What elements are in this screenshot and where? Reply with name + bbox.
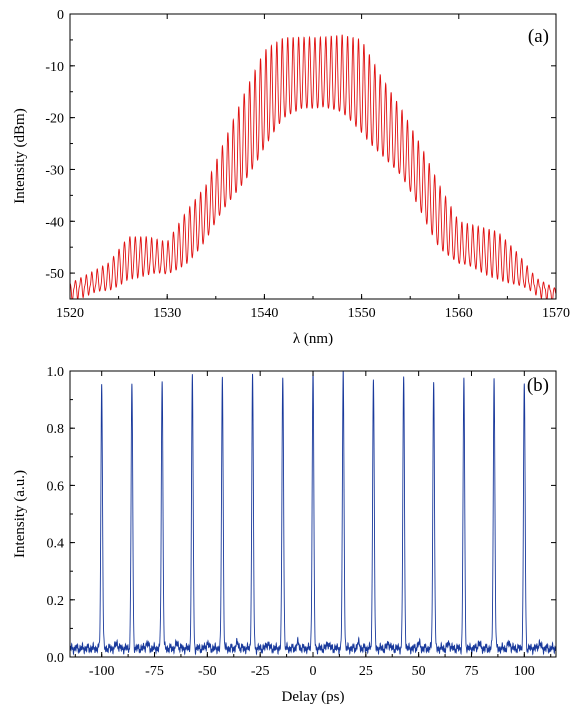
x-tick-label: 25 [359, 664, 373, 679]
autocorrelation-panel-label: (b) [527, 375, 549, 396]
x-tick-label: 1570 [542, 306, 570, 321]
x-tick-label: 1550 [348, 306, 376, 321]
spectrum-plot-frame [69, 13, 557, 300]
y-tick-label: -50 [45, 267, 64, 282]
y-tick-label: -30 [45, 163, 64, 178]
x-tick-label: -50 [198, 664, 217, 679]
autocorrelation-y-axis-label: Intensity (a.u.) [12, 470, 28, 558]
autocorrelation-ticks: -100 -75 -50 -25 0 25 50 75 100 0.0 0.2 0.4 0.6 0.8 1.… [47, 365, 556, 679]
autocorrelation-line [69, 370, 557, 656]
y-tick-label: 0.8 [47, 422, 65, 437]
x-tick-label: 100 [514, 664, 535, 679]
y-tick-label: 0.2 [47, 594, 65, 609]
x-tick-label: -100 [89, 664, 115, 679]
spectrum-line [69, 34, 557, 300]
y-tick-label: -20 [45, 112, 64, 127]
y-tick-label: 1.0 [47, 365, 65, 380]
x-tick-label: 1530 [153, 306, 181, 321]
y-tick-label: 0 [57, 8, 64, 23]
spectrum-x-axis-label: λ (nm) [293, 331, 333, 347]
y-tick-label: 0.6 [47, 479, 65, 494]
x-tick-label: 75 [464, 664, 478, 679]
autocorrelation-panel: -100 -75 -50 -25 0 25 50 75 100 0.0 0.2 0.4 0.6 0.8 1.… [12, 365, 557, 705]
y-tick-label: 0.0 [47, 651, 65, 666]
y-tick-label: -40 [45, 215, 64, 230]
y-tick-label: 0.4 [47, 537, 65, 552]
spectrum-series [69, 34, 557, 300]
x-tick-label: 0 [310, 664, 317, 679]
x-tick-label: -25 [251, 664, 270, 679]
spectrum-ticks: 1520 1530 1540 1550 1560 1570 0 -10 -20 -30 -40 -50 [45, 8, 570, 321]
spectrum-panel: 1520 1530 1540 1550 1560 1570 0 -10 -20 -30 -40 -50… [12, 8, 570, 347]
y-tick-label: -10 [45, 60, 64, 75]
x-tick-label: 50 [412, 664, 426, 679]
x-tick-label: 1540 [250, 306, 278, 321]
x-tick-label: 1560 [445, 306, 473, 321]
autocorrelation-series [69, 370, 557, 656]
spectrum-y-axis-label: Intensity (dBm) [12, 108, 28, 203]
autocorrelation-x-axis-label: Delay (ps) [282, 689, 345, 705]
spectrum-panel-label: (a) [528, 26, 549, 47]
x-tick-label: 1520 [56, 306, 84, 321]
x-tick-label: -75 [145, 664, 164, 679]
